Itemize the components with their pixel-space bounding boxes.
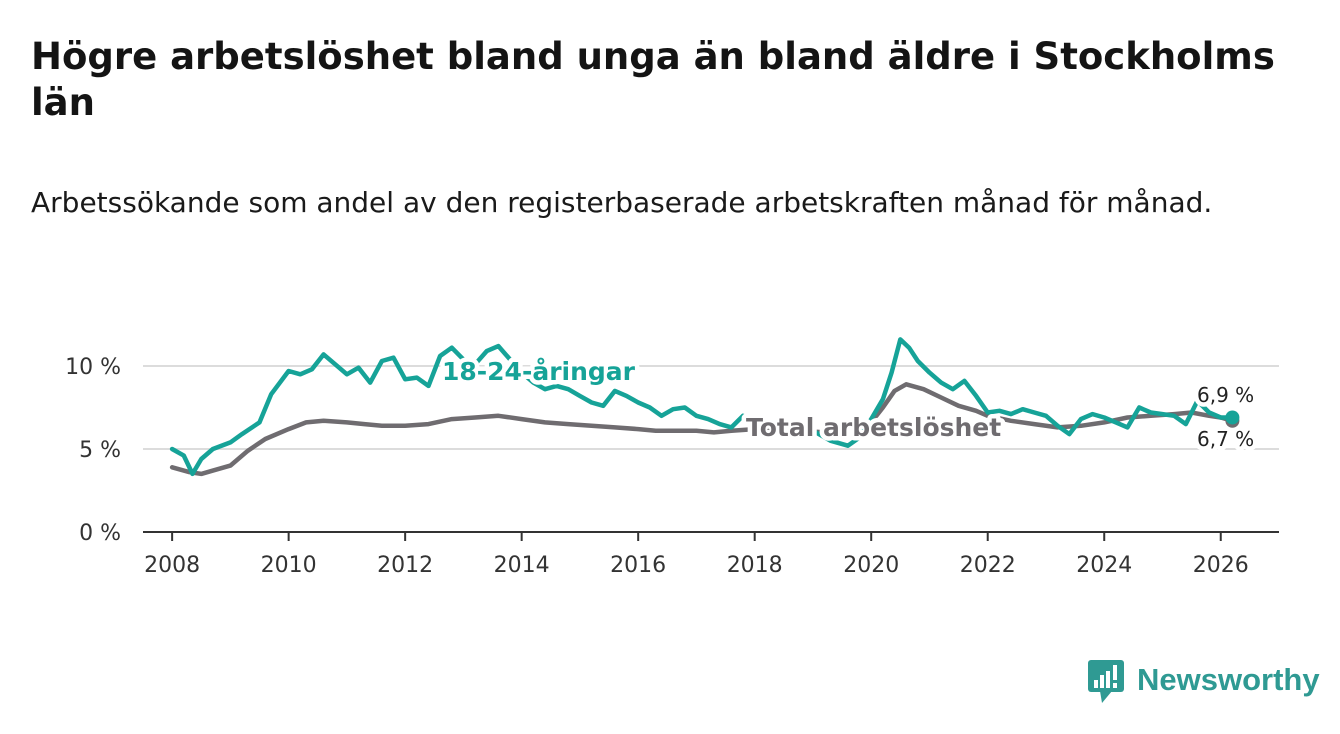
x-tick-label: 2014 xyxy=(494,553,550,578)
newsworthy-logo: Newsworthy xyxy=(1088,660,1320,706)
y-axis-ticks: 0 % 5 % 10 % xyxy=(65,355,121,546)
total-end-label: 6,7 % xyxy=(1197,427,1254,451)
y-tick-label: 0 % xyxy=(79,521,121,546)
youth-end-point xyxy=(1225,410,1240,425)
x-tick-label: 2026 xyxy=(1193,553,1249,578)
x-tick-label: 2018 xyxy=(727,553,783,578)
x-axis-ticks: 2008 2010 2012 2014 2016 2018 2020 2022 2024 2026 xyxy=(144,532,1249,578)
youth-series-label: 18-24-åringar xyxy=(442,357,636,386)
series-lines xyxy=(169,337,1240,477)
chart-subtitle: Arbetssökande som andel av den registerb… xyxy=(31,186,1213,219)
series-labels: 18-24-åringar Total arbetslöshet 6,9 % 6,7 … xyxy=(438,353,1259,456)
y-tick-label: 5 % xyxy=(79,438,121,463)
brand-name: Newsworthy xyxy=(1137,662,1320,697)
youth-end-label: 6,9 % xyxy=(1197,383,1254,407)
x-tick-label: 2008 xyxy=(144,553,200,578)
total-series-label: Total arbetslöshet xyxy=(746,413,1001,442)
bar-chart-icon xyxy=(1088,660,1124,703)
y-tick-label: 10 % xyxy=(65,355,121,380)
x-tick-label: 2010 xyxy=(261,553,317,578)
chart-title: Högre arbetslöshet bland unga än bland ä… xyxy=(31,35,1275,124)
x-tick-label: 2016 xyxy=(610,553,666,578)
x-tick-label: 2024 xyxy=(1076,553,1132,578)
x-tick-label: 2022 xyxy=(960,553,1016,578)
x-tick-label: 2012 xyxy=(377,553,433,578)
x-tick-label: 2020 xyxy=(843,553,899,578)
youth-unemployment-line xyxy=(169,337,1235,477)
gridlines xyxy=(143,365,1279,450)
